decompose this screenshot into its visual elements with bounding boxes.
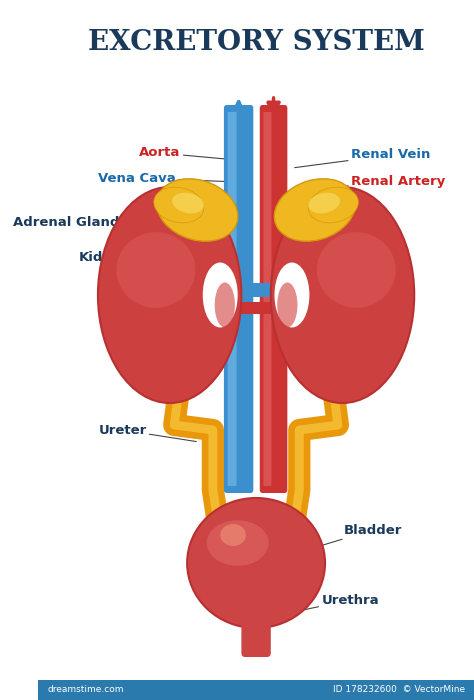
Ellipse shape	[98, 187, 241, 403]
Ellipse shape	[220, 524, 246, 546]
Text: Vena Cava: Vena Cava	[98, 172, 236, 185]
FancyBboxPatch shape	[241, 619, 271, 657]
FancyBboxPatch shape	[224, 105, 253, 493]
FancyBboxPatch shape	[228, 112, 237, 486]
Ellipse shape	[274, 178, 356, 241]
Text: Renal Artery: Renal Artery	[295, 176, 445, 190]
Text: ID 178232600  © VectorMine: ID 178232600 © VectorMine	[333, 685, 465, 694]
Text: EXCRETORY SYSTEM: EXCRETORY SYSTEM	[88, 29, 424, 55]
Ellipse shape	[308, 187, 358, 223]
Ellipse shape	[156, 178, 238, 241]
FancyArrow shape	[218, 302, 284, 314]
Text: Bladder: Bladder	[310, 524, 402, 550]
Text: Renal Vein: Renal Vein	[295, 148, 430, 167]
FancyArrow shape	[284, 302, 295, 314]
Text: dreamstime.com: dreamstime.com	[47, 685, 124, 694]
Text: Adrenal Gland: Adrenal Gland	[13, 216, 185, 228]
FancyArrow shape	[251, 283, 295, 297]
Text: Aorta: Aorta	[139, 146, 234, 160]
Ellipse shape	[207, 520, 269, 566]
Ellipse shape	[317, 232, 396, 308]
FancyBboxPatch shape	[260, 105, 287, 493]
Ellipse shape	[187, 498, 325, 628]
Ellipse shape	[271, 187, 414, 403]
Text: Kidney: Kidney	[79, 251, 181, 265]
Ellipse shape	[154, 187, 204, 223]
FancyBboxPatch shape	[264, 112, 272, 486]
FancyBboxPatch shape	[38, 680, 474, 700]
Ellipse shape	[277, 283, 298, 328]
FancyArrow shape	[218, 283, 227, 297]
Ellipse shape	[117, 232, 195, 308]
Ellipse shape	[274, 262, 310, 328]
Ellipse shape	[203, 262, 237, 328]
Ellipse shape	[215, 283, 235, 328]
Ellipse shape	[308, 193, 340, 214]
Ellipse shape	[172, 193, 204, 214]
Text: Urethra: Urethra	[273, 594, 379, 617]
Text: Ureter: Ureter	[99, 424, 196, 442]
